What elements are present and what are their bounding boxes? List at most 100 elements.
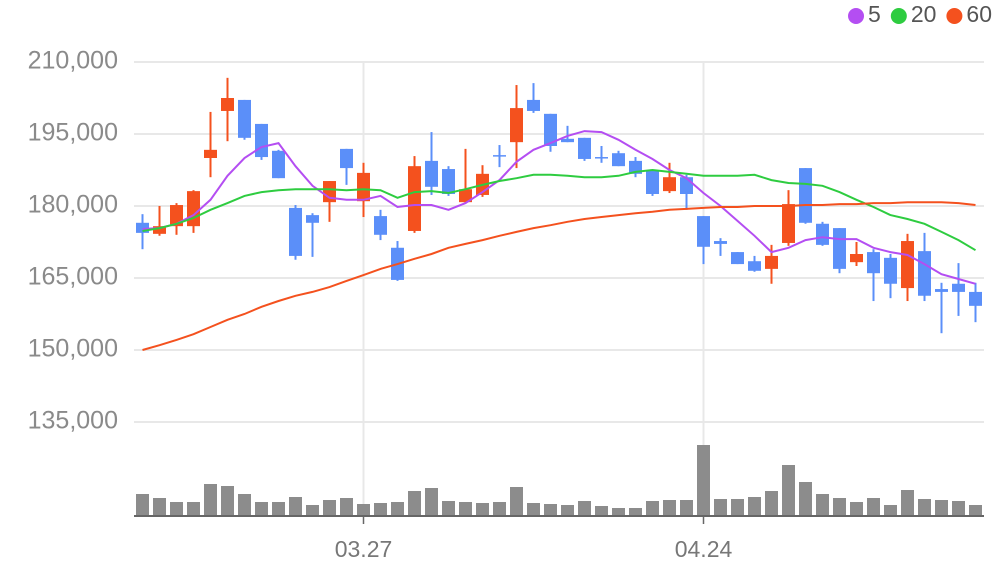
- volume-bar: [901, 490, 914, 516]
- candle-body: [459, 189, 472, 203]
- candle-body: [748, 261, 761, 271]
- volume-bar: [391, 502, 404, 516]
- legend-label: 5: [868, 1, 881, 27]
- volume-bar: [510, 487, 523, 516]
- y-tick-label: 210,000: [28, 47, 118, 75]
- volume-bar: [867, 498, 880, 516]
- volume-bar: [459, 502, 472, 516]
- volume-bar: [748, 497, 761, 516]
- candle-body: [952, 283, 965, 292]
- candle-body: [578, 137, 591, 159]
- volume-bar: [833, 498, 846, 516]
- volume-bar: [272, 502, 285, 516]
- volume-bar: [612, 508, 625, 516]
- candle-body: [357, 172, 370, 202]
- volume-bar: [425, 488, 438, 516]
- candle-body: [272, 150, 285, 179]
- candle-body: [170, 205, 183, 227]
- candle-body: [187, 191, 200, 227]
- candle-body: [782, 204, 795, 243]
- legend: 60 20 5: [848, 1, 992, 27]
- candle-body: [799, 168, 812, 223]
- candle-body: [544, 113, 557, 146]
- volume-bar: [306, 505, 319, 516]
- candle-body: [646, 170, 659, 194]
- candle-body: [595, 157, 608, 159]
- volume-bar: [493, 502, 506, 516]
- volume-bar: [476, 503, 489, 516]
- volume-bar: [204, 484, 217, 516]
- candle-body: [816, 223, 829, 245]
- volume-bar: [680, 500, 693, 516]
- candle-body: [918, 251, 931, 296]
- candle-body: [833, 228, 846, 269]
- volume-bar: [544, 504, 557, 516]
- moving-average-line: [142, 130, 976, 285]
- legend-marker: [848, 8, 865, 24]
- candle-body: [697, 216, 710, 247]
- legend-marker: [946, 8, 963, 24]
- candle-body: [935, 289, 948, 292]
- candle-body: [561, 138, 574, 143]
- volume-bar: [561, 505, 574, 516]
- legend-label: 20: [911, 1, 937, 27]
- candle-body: [255, 123, 268, 158]
- candle-body: [442, 169, 455, 194]
- candle-body: [408, 166, 421, 231]
- candle-body: [731, 252, 744, 265]
- volume-bar: [969, 505, 982, 516]
- x-tick-label: 04.24: [675, 536, 733, 562]
- candle-body: [136, 222, 149, 233]
- volume-bar: [323, 500, 336, 516]
- volume-bar: [765, 491, 778, 516]
- candle-body: [289, 207, 302, 256]
- y-tick-label: 135,000: [28, 407, 118, 435]
- candle-body: [765, 255, 778, 269]
- volume-bar: [527, 503, 540, 516]
- volume-bar: [153, 498, 166, 516]
- candle-body: [306, 215, 319, 223]
- volume-bar: [357, 504, 370, 516]
- volume-bar: [663, 500, 676, 516]
- volume-bar: [799, 482, 812, 516]
- candle-body: [714, 241, 727, 244]
- candle-body: [850, 254, 863, 263]
- volume-bar: [731, 499, 744, 516]
- volume-bar: [136, 494, 149, 516]
- volume-bar: [595, 506, 608, 516]
- moving-average-line: [142, 168, 977, 252]
- y-tick-label: 195,000: [28, 119, 118, 147]
- candle-body: [901, 241, 914, 289]
- candle-body: [340, 148, 353, 169]
- y-tick-label: 165,000: [28, 263, 118, 291]
- candle-body: [510, 108, 523, 143]
- volume-bar: [238, 494, 251, 516]
- candle-body: [374, 216, 387, 235]
- candle-body: [204, 149, 217, 158]
- volume-bar: [187, 502, 200, 516]
- volume-bar: [374, 503, 387, 516]
- volume-bar: [714, 499, 727, 516]
- candle-body: [425, 160, 438, 187]
- volume-bar: [578, 501, 591, 516]
- volume-bar: [918, 499, 931, 516]
- volume-bar: [442, 501, 455, 516]
- volume-bar: [697, 445, 710, 516]
- moving-average-line: [142, 201, 976, 351]
- candle-body: [680, 177, 693, 194]
- volume-bar: [255, 502, 268, 516]
- candle-body: [663, 177, 676, 192]
- volume-bar: [629, 508, 642, 516]
- candle-body: [221, 98, 234, 111]
- volume-bar: [646, 501, 659, 516]
- volume-bar: [816, 494, 829, 516]
- volume-bar: [408, 491, 421, 516]
- volume-bar: [221, 486, 234, 516]
- candle-body: [969, 291, 982, 306]
- y-tick-label: 150,000: [28, 335, 118, 363]
- volume-bar: [850, 502, 863, 516]
- candle-body: [612, 153, 625, 167]
- volume-bar: [289, 497, 302, 516]
- candle-body: [323, 181, 336, 203]
- y-tick-label: 180,000: [28, 191, 118, 219]
